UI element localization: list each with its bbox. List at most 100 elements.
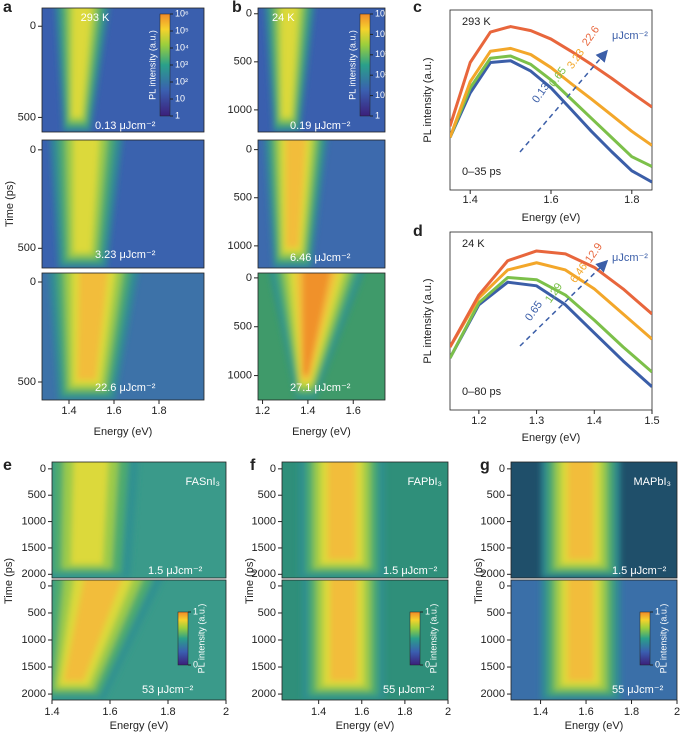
annotation: 24 K	[462, 238, 485, 250]
colorbar-tick-label: 1	[175, 110, 180, 120]
x-axis-label: Energy (eV)	[336, 720, 395, 732]
heatmap-layers	[540, 462, 621, 578]
y-tick-label: 0	[499, 580, 505, 592]
annotation: 3.23 μJcm⁻²	[95, 249, 156, 261]
x-axis-label: Energy (eV)	[522, 432, 581, 444]
heatmap-layers	[301, 580, 385, 700]
x-axis-label: Energy (eV)	[565, 720, 624, 732]
plot-frame	[257, 272, 386, 401]
series-line	[450, 25, 652, 127]
colorbar-tick-label: 10²	[375, 70, 388, 80]
plot-frame	[51, 461, 227, 579]
y-tick-label: 500	[234, 321, 252, 333]
y-tick-label: 0	[30, 144, 36, 156]
colorbar-tick-label: 10³	[375, 49, 388, 59]
colorbar-label: PL intensity (a.u.)	[658, 604, 668, 674]
colorbar	[159, 13, 171, 117]
heatmap-layer	[567, 462, 594, 560]
colorbar-label: PL intensity (a.u.)	[428, 604, 438, 674]
x-axis-label: Energy (eV)	[522, 212, 581, 224]
colorbar-tick-label: 1	[193, 606, 198, 616]
y-tick-label: 500	[28, 607, 46, 619]
x-tick-label: 1.6	[102, 706, 117, 718]
panel-label: c	[413, 0, 422, 16]
y-tick-label: 0	[40, 580, 46, 592]
x-tick-label: 1.4	[533, 706, 548, 718]
x-tick-label: 1.5	[644, 415, 659, 427]
y-tick-label: 1000	[22, 515, 46, 527]
arrow	[519, 49, 608, 153]
y-tick-label: 1000	[228, 104, 252, 116]
heatmap-image	[258, 140, 385, 268]
colorbar-tick-label: 10⁴	[375, 29, 389, 39]
y-tick-label: 1000	[228, 240, 252, 252]
annotation: μJcm⁻²	[612, 252, 648, 264]
heatmap-layer	[567, 580, 594, 681]
heatmap-layers	[55, 8, 110, 132]
annotation: FAPbI₃	[408, 476, 442, 488]
y-tick-label: 1000	[481, 515, 505, 527]
y-tick-label: 1000	[252, 634, 276, 646]
colorbar	[359, 13, 371, 117]
x-tick-label: 1.6	[354, 706, 369, 718]
colorbar	[177, 611, 189, 666]
y-axis-label: Time (ps)	[3, 558, 15, 604]
annotation: 0.19 μJcm⁻²	[290, 120, 351, 132]
y-tick-label: 1500	[481, 661, 505, 673]
y-tick-label: 0	[499, 463, 505, 475]
y-tick-label: 500	[234, 192, 252, 204]
x-tick-label: 1.3	[529, 415, 544, 427]
y-axis-label: PL intensity (a.u.)	[422, 57, 434, 142]
x-tick-label: 1.2	[471, 415, 486, 427]
y-tick-label: 1000	[481, 634, 505, 646]
annotation: 53 μJcm⁻²	[142, 684, 194, 696]
heatmap-layers	[298, 462, 385, 578]
annotation: 22.6 μJcm⁻²	[95, 382, 156, 394]
heatmap-layer	[64, 580, 122, 681]
panel-label: a	[3, 0, 12, 16]
heatmap-layers	[264, 8, 315, 132]
x-tick-label: 1.6	[578, 706, 593, 718]
heatmap-layer	[327, 462, 356, 560]
colorbar	[409, 611, 421, 666]
colorbar	[639, 611, 651, 666]
colorbar-tick-label: 10	[175, 93, 185, 103]
plot-frame	[41, 272, 205, 401]
heatmap-layers	[264, 140, 328, 268]
plot-frame	[281, 461, 449, 579]
y-tick-label: 1000	[228, 369, 252, 381]
y-axis-label: PL intensity (a.u.)	[422, 278, 434, 363]
colorbar-label: PL intensity (a.u.)	[347, 30, 357, 100]
colorbar-label: PL intensity (a.u.)	[147, 30, 157, 100]
annotation: 27.1 μJcm⁻²	[290, 382, 351, 394]
series-line	[450, 59, 652, 184]
y-tick-label: 2000	[252, 568, 276, 580]
heatmap-image	[42, 140, 204, 268]
heatmap-layers	[52, 462, 139, 578]
heatmap-image	[42, 8, 204, 132]
annotation: 0.13 μJcm⁻²	[95, 120, 156, 132]
colorbar-tick-label: 0	[655, 659, 660, 669]
y-tick-label: 2000	[22, 568, 46, 580]
x-tick-label: 2	[674, 706, 680, 718]
x-tick-label: 1.8	[160, 706, 175, 718]
y-tick-label: 500	[234, 56, 252, 68]
series-line	[450, 280, 652, 388]
heatmap-image	[42, 273, 204, 400]
heatmap-layer	[71, 8, 93, 118]
y-tick-label: 500	[28, 489, 46, 501]
annotation: 0–80 ps	[462, 386, 502, 398]
y-tick-label: 1500	[22, 661, 46, 673]
panel-label: f	[250, 457, 256, 474]
series-line	[450, 249, 652, 348]
panel-label: d	[413, 223, 423, 240]
heatmap-layers	[269, 273, 365, 400]
heatmap-layer	[330, 580, 357, 681]
x-tick-label: 2	[223, 706, 229, 718]
y-tick-label: 0	[30, 20, 36, 32]
y-tick-label: 2000	[22, 688, 46, 700]
x-axis-label: Energy (eV)	[110, 720, 169, 732]
x-tick-label: 1.8	[397, 706, 412, 718]
y-axis-label: Time (ps)	[473, 558, 485, 604]
